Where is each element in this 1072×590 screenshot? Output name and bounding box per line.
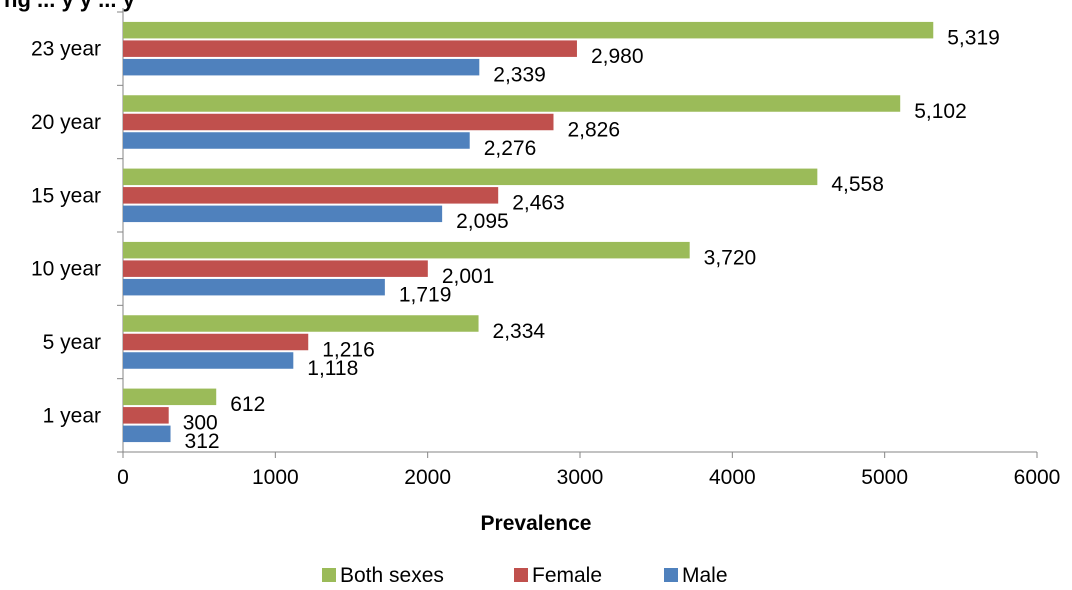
data-label: 612 bbox=[230, 393, 265, 416]
x-tick-label: 4000 bbox=[709, 466, 756, 489]
legend: Both sexes Female Male bbox=[322, 564, 728, 587]
data-label: 4,558 bbox=[831, 173, 884, 196]
data-label: 2,826 bbox=[567, 118, 620, 141]
bar-female bbox=[123, 333, 309, 351]
x-tick-label: 1000 bbox=[252, 466, 299, 489]
category-label: 15 year bbox=[31, 184, 101, 207]
data-label: 5,319 bbox=[947, 26, 1000, 49]
legend-label: Female bbox=[532, 564, 602, 587]
bar-male bbox=[123, 352, 294, 369]
data-label: 2,980 bbox=[591, 45, 644, 68]
bar-male bbox=[123, 58, 480, 76]
category-label: 5 year bbox=[43, 331, 101, 354]
plot-area: 0 1000 2000 3000 4000 5000 6000 1 year 612 300312… bbox=[31, 8, 1060, 489]
category-label: 1 year bbox=[43, 404, 101, 427]
data-label: 300 bbox=[183, 412, 218, 435]
x-tick-label: 5000 bbox=[861, 466, 908, 489]
bar-both-sexes bbox=[123, 168, 818, 186]
data-label: 2,095 bbox=[456, 210, 509, 233]
bar-both-sexes bbox=[123, 315, 479, 332]
data-label: 5,102 bbox=[914, 100, 967, 123]
x-tick-label: 6000 bbox=[1014, 466, 1061, 489]
bar-both-sexes bbox=[123, 388, 217, 406]
bar-female bbox=[123, 40, 577, 57]
x-axis-title: Prevalence bbox=[481, 512, 592, 535]
bar-both-sexes bbox=[123, 95, 901, 112]
category-label: 23 year bbox=[31, 38, 101, 61]
x-tick-label: 3000 bbox=[557, 466, 604, 489]
data-label: 1,216 bbox=[322, 338, 375, 361]
legend-swatch bbox=[664, 568, 678, 582]
bar-male bbox=[123, 278, 385, 296]
data-label: 2,463 bbox=[512, 192, 565, 215]
data-label: 2,339 bbox=[493, 63, 546, 86]
data-label: 2,276 bbox=[484, 137, 537, 160]
bar-male bbox=[123, 132, 470, 149]
bar-female bbox=[123, 260, 428, 277]
bar-both-sexes bbox=[123, 241, 690, 259]
bar-female bbox=[123, 187, 499, 204]
data-label: 3,720 bbox=[704, 246, 757, 269]
bar-male bbox=[123, 205, 443, 223]
data-label: 2,334 bbox=[493, 320, 546, 343]
legend-label: Both sexes bbox=[340, 564, 444, 587]
x-tick-label: 0 bbox=[117, 466, 129, 489]
data-label: 312 bbox=[185, 430, 220, 453]
legend-label: Male bbox=[682, 564, 728, 587]
data-label: 1,118 bbox=[307, 357, 358, 380]
legend-swatch bbox=[514, 568, 528, 582]
bar-female bbox=[123, 113, 554, 131]
x-tick-label: 2000 bbox=[404, 466, 451, 489]
legend-swatch bbox=[322, 568, 336, 582]
bar-female bbox=[123, 407, 169, 424]
chart-title: ng ... y y ... y bbox=[4, 0, 136, 12]
category-label: 10 year bbox=[31, 258, 101, 281]
data-label: 2,001 bbox=[442, 265, 495, 288]
bar-male bbox=[123, 425, 171, 443]
bar-both-sexes bbox=[123, 21, 934, 39]
category-label: 20 year bbox=[31, 111, 101, 134]
data-label: 1,719 bbox=[399, 283, 452, 306]
